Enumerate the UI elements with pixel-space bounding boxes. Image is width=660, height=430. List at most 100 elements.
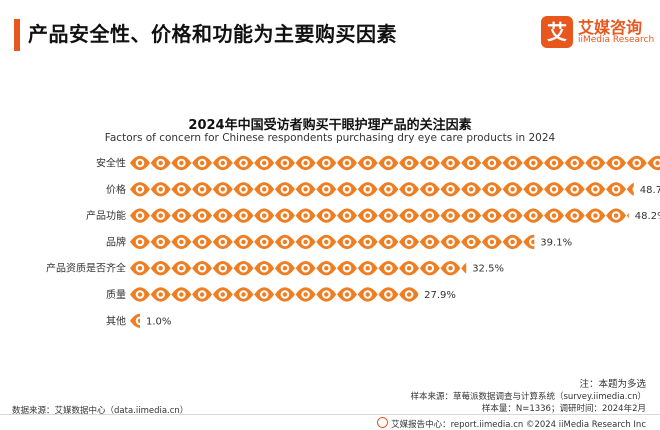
value-label: 32.5% xyxy=(472,264,504,275)
eye-icon xyxy=(274,155,295,171)
eye-icon xyxy=(192,208,213,223)
brand-logo: 艾 艾媒咨询 iiMedia Research xyxy=(541,14,655,56)
eye-icon xyxy=(130,287,150,302)
eye-icon xyxy=(378,155,399,171)
eye-icon xyxy=(419,261,440,276)
eye-icon xyxy=(419,208,440,223)
category-label: 产品功能 xyxy=(86,209,126,222)
eye-icon xyxy=(130,182,150,197)
eye-icon xyxy=(564,155,585,171)
eye-icon xyxy=(419,234,440,250)
eye-icon xyxy=(316,155,337,171)
eye-icon xyxy=(254,155,275,171)
data-source: 数据来源：艾媒数据中心（data.iimedia.cn） xyxy=(12,406,189,416)
eye-icon xyxy=(357,287,378,302)
eye-icon xyxy=(502,234,523,250)
eye-icon xyxy=(399,155,420,171)
eye-icon xyxy=(150,208,171,223)
eye-icon xyxy=(192,182,213,197)
value-label: 1.0% xyxy=(146,316,171,327)
eye-icon xyxy=(461,234,482,250)
eye-icon xyxy=(130,234,150,250)
chart-title: 2024年中国受访者购买干眼护理产品的关注因素 xyxy=(188,118,472,133)
report-center-icon xyxy=(377,417,389,428)
eye-icon xyxy=(461,262,467,274)
bar-row: 品牌 39.1% xyxy=(106,234,572,250)
bar-row: 产品资质是否齐全 32.5% xyxy=(46,261,504,276)
eye-icon xyxy=(192,287,213,302)
bar-row: 价格 48.7% xyxy=(106,182,660,197)
eye-icon xyxy=(626,155,647,171)
bar-row: 安全性71.1% xyxy=(96,155,660,171)
page-title: 产品安全性、价格和功能为主要购买因素 xyxy=(28,22,397,46)
eye-icon xyxy=(171,261,192,276)
eye-icon xyxy=(130,261,150,276)
sample-source: 样本来源：草莓派数据调查与计算系统（survey.iimedia.cn） xyxy=(410,392,646,402)
eye-icon xyxy=(523,155,544,171)
eye-icon xyxy=(461,208,482,223)
eye-icon xyxy=(502,182,523,197)
eye-icon xyxy=(337,287,357,302)
eye-icon xyxy=(399,287,419,302)
eye-icon xyxy=(295,234,316,250)
eye-icon xyxy=(481,182,502,197)
title-accent-bar xyxy=(14,19,20,51)
eye-icon xyxy=(274,287,295,302)
eye-icon xyxy=(481,234,502,250)
eye-icon xyxy=(399,208,420,223)
eye-icon xyxy=(440,261,461,276)
eye-icon xyxy=(378,208,399,223)
eye-icon xyxy=(585,208,606,223)
eye-icon xyxy=(233,208,254,223)
eye-icon xyxy=(502,155,523,171)
category-label: 安全性 xyxy=(96,157,126,170)
eye-icon xyxy=(233,234,254,250)
eye-icon xyxy=(295,208,316,223)
eye-icon xyxy=(461,155,482,171)
eye-icon xyxy=(564,182,585,197)
eye-icon xyxy=(254,234,275,250)
eye-icon xyxy=(171,155,192,171)
eye-icon xyxy=(544,208,564,223)
eye-icon xyxy=(254,287,275,302)
eye-icon xyxy=(316,182,337,197)
eye-icon xyxy=(357,155,378,171)
eye-icon xyxy=(150,234,171,250)
logo-mark: 艾 xyxy=(541,16,573,48)
eye-icon xyxy=(399,182,420,197)
bar-row: 其他 1.0% xyxy=(106,313,171,328)
eye-icon xyxy=(316,234,337,250)
eye-icon xyxy=(274,261,295,276)
bar-row: 产品功能 48.2% xyxy=(86,208,660,223)
eye-icon xyxy=(316,287,337,302)
eye-icon xyxy=(212,234,233,250)
footer-text: 艾媒报告中心：report.iimedia.cn ©2024 iiMedia R… xyxy=(391,420,646,430)
eye-icon xyxy=(254,208,275,223)
eye-icon xyxy=(295,155,316,171)
eye-icon xyxy=(212,287,233,302)
eye-icon xyxy=(337,182,357,197)
eye-icon xyxy=(647,155,660,171)
value-label: 48.2% xyxy=(635,211,660,222)
eye-icon xyxy=(171,182,192,197)
eye-icon xyxy=(378,234,399,250)
eye-icon xyxy=(274,182,295,197)
category-label: 价格 xyxy=(106,183,126,196)
eye-icon xyxy=(337,155,357,171)
eye-icon xyxy=(378,182,399,197)
eye-icon xyxy=(481,155,502,171)
eye-icon xyxy=(523,182,544,197)
logo-name-en: iiMedia Research xyxy=(578,35,655,45)
eye-icon xyxy=(233,261,254,276)
eye-icon xyxy=(440,208,461,223)
eye-icon xyxy=(233,155,254,171)
eye-icon xyxy=(440,155,461,171)
eye-icon xyxy=(544,155,564,171)
chart-note: 注：本题为多选 xyxy=(579,379,646,390)
eye-icon xyxy=(192,261,213,276)
eye-icon xyxy=(564,208,585,223)
eye-icon xyxy=(192,234,213,250)
eye-icon xyxy=(316,261,337,276)
eye-icon xyxy=(254,182,275,197)
